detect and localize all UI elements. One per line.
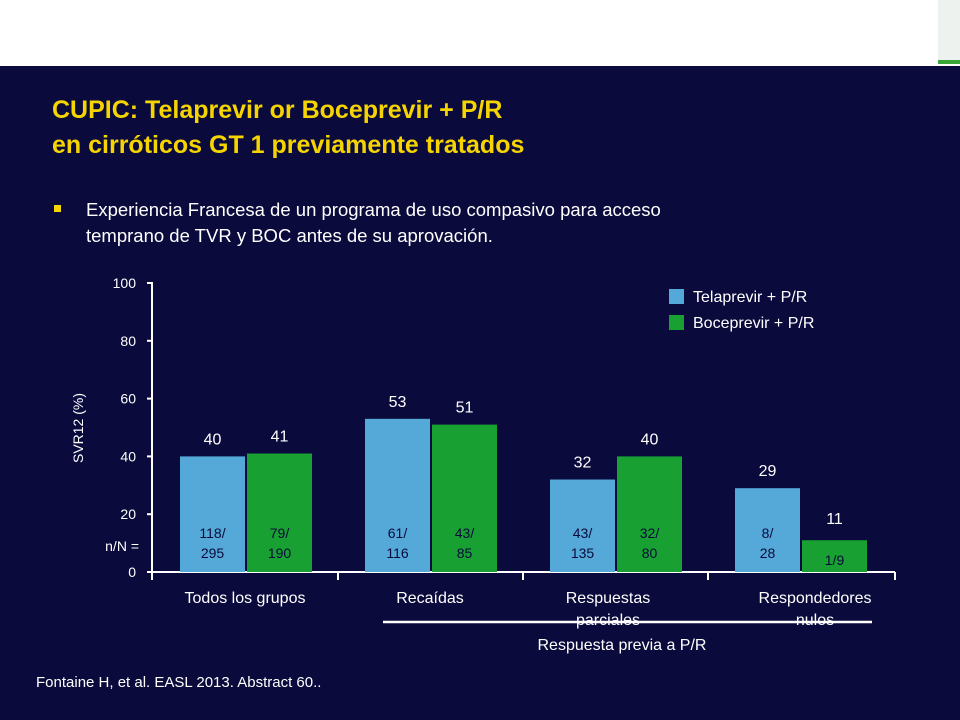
bar-n-numerator: 61/ [388, 525, 408, 541]
bar-telaprevir [735, 488, 800, 572]
bullet-square-icon [54, 205, 61, 212]
x-category-label: Recaídas [396, 590, 464, 607]
bar-value-label: 53 [389, 394, 407, 411]
y-tick-label: 100 [113, 275, 137, 291]
banner-edge-decoration [938, 0, 960, 64]
top-banner [0, 0, 960, 64]
bar-n-denominator: 190 [268, 545, 292, 561]
title-line-1: CUPIC: Telaprevir or Boceprevir + P/R [52, 96, 503, 124]
banner-accent-line [938, 60, 960, 64]
y-tick-label: 0 [128, 564, 136, 580]
x-category-label: Respuestas [566, 590, 651, 607]
legend-swatch-telaprevir [669, 289, 684, 304]
x-category-label: Respondedores [759, 590, 872, 607]
bar-n-numerator: 32/ [640, 525, 660, 541]
title-line-2: en cirróticos GT 1 previamente tratados [52, 131, 525, 159]
bar-n-denominator: 135 [571, 545, 595, 561]
bar-n-numerator: 79/ [270, 525, 290, 541]
y-tick-label: 60 [120, 391, 136, 407]
bar-n-numerator: 8/ [762, 525, 774, 541]
slide-background [0, 66, 960, 720]
bullet-line-1: Experiencia Francesa de un programa de u… [86, 199, 661, 220]
bar-telaprevir [365, 418, 430, 572]
nN-label: n/N = [105, 538, 139, 554]
bar-n-numerator: 118/ [199, 525, 225, 541]
citation-footnote: Fontaine H, et al. EASL 2013. Abstract 6… [36, 674, 322, 691]
x-category-label: nulos [796, 612, 834, 629]
bar-n-numerator: 43/ [455, 525, 475, 541]
bar-value-label: 40 [204, 431, 222, 448]
bar-n-ratio: 1/9 [825, 552, 845, 568]
bar-value-label: 29 [759, 463, 777, 480]
bar-n-denominator: 85 [457, 545, 473, 561]
y-tick-label: 40 [120, 448, 136, 464]
bar-n-numerator: 43/ [573, 525, 593, 541]
bar-telaprevir [550, 479, 615, 572]
legend-label: Boceprevir + P/R [693, 315, 814, 332]
slide-title: CUPIC: Telaprevir or Boceprevir + P/R en… [52, 93, 524, 163]
bar-value-label: 41 [271, 429, 289, 446]
y-tick-label: 80 [120, 333, 136, 349]
bar-n-denominator: 28 [760, 545, 776, 561]
bar-boceprevir [802, 540, 867, 572]
y-axis-title: SVR12 (%) [70, 393, 86, 463]
bar-boceprevir [617, 456, 682, 572]
bar-value-label: 32 [574, 455, 592, 472]
x-category-label: Todos los grupos [185, 590, 306, 607]
x-category-label: parciales [576, 612, 640, 629]
group-caption: Respuesta previa a P/R [538, 637, 707, 654]
bar-n-denominator: 80 [642, 545, 658, 561]
legend-swatch-boceprevir [669, 315, 684, 330]
bar-value-label: 40 [641, 431, 659, 448]
bullet-line-2: temprano de TVR y BOC antes de su aprova… [86, 225, 493, 246]
bar-boceprevir [432, 424, 497, 572]
y-tick-label: 20 [120, 506, 136, 522]
legend-label: Telaprevir + P/R [693, 289, 807, 306]
bar-boceprevir [247, 453, 312, 572]
bar-n-denominator: 295 [201, 545, 225, 561]
bullet-text: Experiencia Francesa de un programa de u… [86, 197, 886, 249]
bar-value-label: 11 [826, 511, 843, 528]
bar-value-label: 51 [456, 400, 474, 417]
bar-telaprevir [180, 456, 245, 572]
bar-n-denominator: 116 [386, 545, 409, 561]
